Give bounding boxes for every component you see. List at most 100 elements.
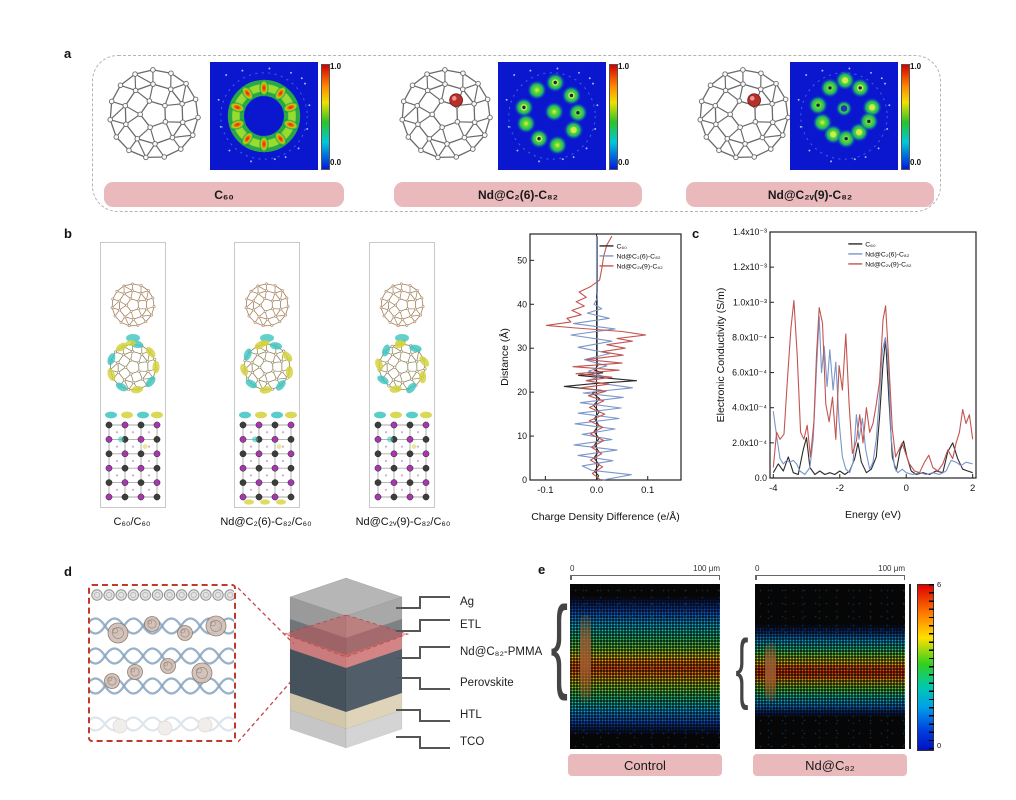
- layer-row-ndc82-pmma: Nd@C₈₂-PMMA: [396, 642, 542, 662]
- interface-model-ndc2v: [369, 242, 435, 508]
- structure-label-3: Nd@C₂ᵥ(9)-C₈₂/C₆₀: [355, 516, 451, 528]
- panel-e-caption-control: Control: [568, 754, 722, 776]
- layer-row-etl: ETL: [396, 615, 481, 635]
- layer-row-perovskite: Perovskite: [396, 673, 514, 693]
- panel-label-c: c: [692, 226, 700, 241]
- interface-model-c60: [100, 242, 166, 508]
- charge-density-difference-chart: -0.1 0.0 0.1 0 10 20 30 40 50 C₆₀ Nd@C₂(6)-C₈₂ Nd@C…: [498, 233, 682, 523]
- layer-label: Perovskite: [460, 677, 514, 689]
- ndc2v-electron-density-map: [790, 62, 898, 170]
- layer-connector: [396, 677, 450, 690]
- y-axis-label: Distance (Å): [498, 328, 511, 386]
- scalebar-control: 0 100 μm: [570, 564, 720, 582]
- band-brace-right: {: [735, 623, 749, 711]
- cl-axis-line: [909, 584, 911, 749]
- c60-electron-density-map: [210, 62, 318, 170]
- y-axis-label: Electronic Conductivity (S/m): [715, 288, 727, 423]
- y-tick-label: 2.0x10⁻⁴: [732, 438, 767, 448]
- ndc2-molecule-model: [399, 67, 493, 161]
- scale-line: [755, 575, 905, 581]
- cl-colorbar-max-label: 6: [937, 580, 942, 589]
- caption-text: Control: [624, 757, 666, 773]
- y-tick-label: 0.0: [755, 473, 767, 483]
- ndc2v-molecule-model: [697, 67, 791, 161]
- panel-label-d: d: [64, 564, 72, 579]
- legend-label: Nd@C₂(6)-C₈₂: [865, 251, 909, 258]
- y-tick-label: 4.0x10⁻⁴: [732, 403, 767, 413]
- x-tick-label: 0.0: [590, 485, 603, 496]
- colorbar-min-label: 0.0: [618, 158, 630, 167]
- layer-label: TCO: [460, 736, 485, 748]
- caption-text: C₆₀: [214, 187, 234, 202]
- y-tick-label: 8.0x10⁻⁴: [732, 332, 767, 342]
- cl-intensity-band: [570, 596, 720, 736]
- cl-colorbar-min-label: 0: [937, 741, 942, 750]
- layer-label: Ag: [460, 596, 475, 608]
- density-colorbar: [321, 64, 330, 170]
- legend-label: Nd@C₂(6)-C₈₂: [616, 253, 660, 260]
- layer-connector: [396, 709, 450, 722]
- x-axis-label: Charge Density Difference (e/Å): [531, 510, 680, 523]
- interface-structure-art: [105, 282, 163, 501]
- electronic-conductivity-chart: -4 -2 0 2 0.0 2.0x10⁻⁴ 4.0x10⁻⁴ 6.0x10⁻⁴ 8.0x10⁻…: [715, 227, 977, 521]
- y-tick-label: 1.2x10⁻³: [733, 262, 767, 272]
- x-axis-label: Energy (eV): [845, 509, 901, 521]
- layer-connector: [396, 646, 450, 659]
- panel-a-caption-ndc2: Nd@C₂(6)-C₈₂: [394, 182, 642, 207]
- x-tick-label: -0.1: [537, 485, 553, 496]
- y-tick-label: 1.0x10⁻³: [733, 297, 767, 307]
- legend-label: Nd@C₂ᵥ(9)-C₈₂: [616, 263, 663, 270]
- legend-label: C₆₀: [865, 241, 876, 248]
- caption-text: Nd@C₈₂: [805, 757, 855, 773]
- band-brace-left: {: [550, 586, 569, 702]
- c60-molecule-model: [107, 67, 201, 161]
- device-layer-stack: [282, 577, 410, 749]
- layer-connector: [396, 596, 450, 609]
- y-tick-label: 0: [522, 475, 527, 485]
- panel-label-e: e: [538, 562, 546, 577]
- grain-boundary-streak: [765, 642, 776, 702]
- x-tick-label: 0: [904, 483, 909, 494]
- colorbar-max-label: 1.0: [618, 62, 630, 71]
- ndc2-electron-density-map: [498, 62, 606, 170]
- density-colorbar: [901, 64, 910, 170]
- layer-row-htl: HTL: [396, 705, 482, 725]
- y-tick-label: 50: [517, 255, 527, 265]
- panel-a-caption-ndc2v: Nd@C₂ᵥ(9)-C₈₂: [686, 182, 934, 207]
- cl-map-ndc82: [755, 584, 905, 749]
- layer-label: HTL: [460, 709, 482, 721]
- scale-max-label: 100 μm: [878, 564, 905, 573]
- colorbar-min-label: 0.0: [910, 158, 922, 167]
- colorbar-max-label: 1.0: [910, 62, 922, 71]
- density-colorbar: [609, 64, 618, 170]
- caption-text: Nd@C₂(6)-C₈₂: [478, 187, 558, 202]
- scale-min-label: 0: [570, 564, 575, 573]
- structure-label-2: Nd@C₂(6)-C₈₂/C₆₀: [220, 516, 312, 528]
- structure-label-1: C₆₀/C₆₀: [113, 516, 151, 528]
- y-tick-label: 20: [517, 387, 527, 397]
- interface-model-ndc2: [234, 242, 300, 508]
- layer-row-ag: Ag: [396, 592, 474, 612]
- y-tick-label: 1.4x10⁻³: [733, 227, 767, 237]
- scale-line: [570, 575, 720, 581]
- panel-a-frame: [92, 55, 941, 212]
- x-tick-label: -2: [836, 483, 844, 494]
- grain-boundary-streak: [580, 614, 591, 702]
- y-tick-label: 40: [517, 299, 527, 309]
- layer-connector: [396, 619, 450, 632]
- layer-row-tco: TCO: [396, 732, 484, 752]
- scalebar-ndc82: 0 100 μm: [755, 564, 905, 582]
- cl-map-control: [570, 584, 720, 749]
- colorbar-min-label: 0.0: [330, 158, 342, 167]
- panel-e-caption-ndc82: Nd@C₈₂: [753, 754, 907, 776]
- x-tick-label: -4: [769, 483, 777, 494]
- colorbar-max-label: 1.0: [330, 62, 342, 71]
- scale-max-label: 100 μm: [693, 564, 720, 573]
- cl-intensity-band: [755, 624, 905, 718]
- scale-min-label: 0: [755, 564, 760, 573]
- perovskite-fullerene-network-inset: [85, 584, 258, 742]
- interface-structure-art: [374, 282, 432, 501]
- cl-colorbar-ticks: [929, 584, 934, 749]
- y-tick-label: 10: [517, 431, 527, 441]
